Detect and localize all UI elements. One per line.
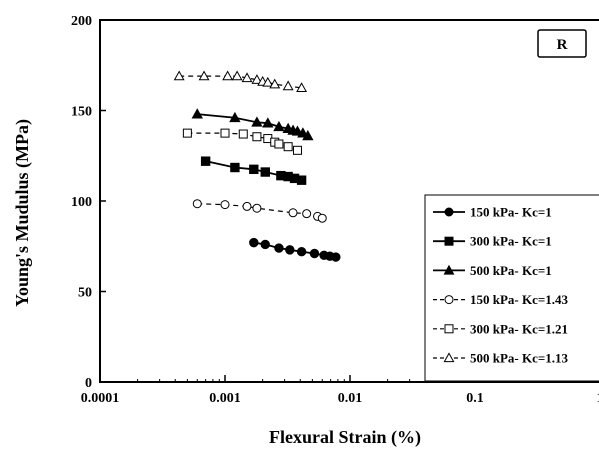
data-point xyxy=(238,129,248,139)
series-3 xyxy=(191,108,314,141)
data-point xyxy=(182,128,192,138)
data-point xyxy=(309,248,320,259)
data-point xyxy=(231,70,243,81)
legend-marker xyxy=(443,352,455,363)
y-tick-label: 100 xyxy=(71,195,92,210)
x-axis-label: Flexural Strain (%) xyxy=(269,427,421,448)
data-point xyxy=(220,128,230,138)
data-point xyxy=(252,132,262,142)
data-point xyxy=(288,208,298,218)
y-axis-title: Young's Mudulus (MPa) xyxy=(12,119,33,307)
data-point xyxy=(269,78,281,89)
y-tick-label: 200 xyxy=(71,14,92,29)
data-point xyxy=(262,117,274,128)
data-point xyxy=(274,243,284,253)
legend-item: 150 kPa- Kc=1.43 xyxy=(433,292,569,307)
series-2 xyxy=(200,156,307,185)
series-6 xyxy=(173,70,308,93)
legend-label: 500 kPa- Kc=1 xyxy=(470,263,552,278)
y-tick-label: 0 xyxy=(85,376,92,391)
legend-label: 500 kPa- Kc=1.13 xyxy=(470,351,569,366)
x-tick-label: 0.0001 xyxy=(81,391,120,406)
series-5 xyxy=(182,128,302,155)
legend-box xyxy=(424,194,599,382)
legend-item: 500 kPa- Kc=1.13 xyxy=(433,351,569,366)
data-point xyxy=(229,111,241,123)
series-4 xyxy=(192,199,327,223)
data-point xyxy=(285,245,295,255)
legend-marker xyxy=(443,264,455,275)
data-point xyxy=(192,199,202,209)
data-point xyxy=(317,213,327,223)
plot-area: 0 50 100 150 200 0.0001 0.001 0.01 0.1 1 xyxy=(71,14,599,406)
legend: 150 kPa- Kc=1 300 kPa- Kc=1 500 kPa- Kc=1 1… xyxy=(424,194,599,382)
legend-item: 300 kPa- Kc=1 xyxy=(433,234,552,249)
panel-label: R xyxy=(557,37,568,53)
data-point xyxy=(220,200,230,210)
data-point xyxy=(302,129,314,141)
data-point xyxy=(191,108,203,119)
data-point xyxy=(198,70,210,81)
data-point xyxy=(260,167,270,177)
data-point xyxy=(222,70,234,81)
data-point xyxy=(331,252,341,262)
data-point xyxy=(200,156,211,166)
data-point xyxy=(296,246,307,257)
legend-marker xyxy=(444,324,454,334)
legend-label: 300 kPa- Kc=1 xyxy=(470,234,552,249)
data-point xyxy=(296,82,308,93)
data-point xyxy=(274,139,284,149)
data-point xyxy=(260,239,270,250)
data-point xyxy=(230,162,240,173)
y-tick-label: 50 xyxy=(78,286,92,301)
data-point xyxy=(249,237,259,248)
legend-item: 150 kPa- Kc=1 xyxy=(433,205,552,220)
data-point xyxy=(283,142,293,152)
legend-label: 150 kPa- Kc=1.43 xyxy=(470,292,569,307)
data-point xyxy=(292,145,302,155)
legend-marker xyxy=(444,207,454,217)
data-point xyxy=(296,175,307,185)
panel-label-box: R xyxy=(537,29,587,58)
x-tick-label: 1 xyxy=(597,391,599,406)
legend-marker xyxy=(444,236,454,246)
y-axis-label: Young's Mudulus (MPa) xyxy=(12,119,33,307)
series-1 xyxy=(249,237,341,262)
series-line xyxy=(179,75,302,89)
x-tick-label: 0.1 xyxy=(466,391,484,406)
data-point xyxy=(173,70,185,81)
data-point xyxy=(282,80,294,91)
legend-label: 300 kPa- Kc=1.21 xyxy=(470,321,568,336)
legend-item: 500 kPa- Kc=1 xyxy=(433,263,552,278)
x-tick-label: 0.01 xyxy=(338,391,363,406)
data-point xyxy=(262,76,274,87)
legend-marker xyxy=(444,295,454,305)
legend-label: 150 kPa- Kc=1 xyxy=(470,205,552,220)
x-tick-label: 0.001 xyxy=(209,391,241,406)
data-point xyxy=(251,116,263,127)
data-point xyxy=(251,74,263,84)
data-point xyxy=(241,72,253,83)
data-point xyxy=(273,120,285,132)
data-point xyxy=(249,164,259,175)
data-point xyxy=(302,209,312,219)
legend-item: 300 kPa- Kc=1.21 xyxy=(433,321,568,336)
data-point xyxy=(252,203,262,213)
y-tick-label: 150 xyxy=(71,105,92,120)
data-point xyxy=(242,201,252,211)
